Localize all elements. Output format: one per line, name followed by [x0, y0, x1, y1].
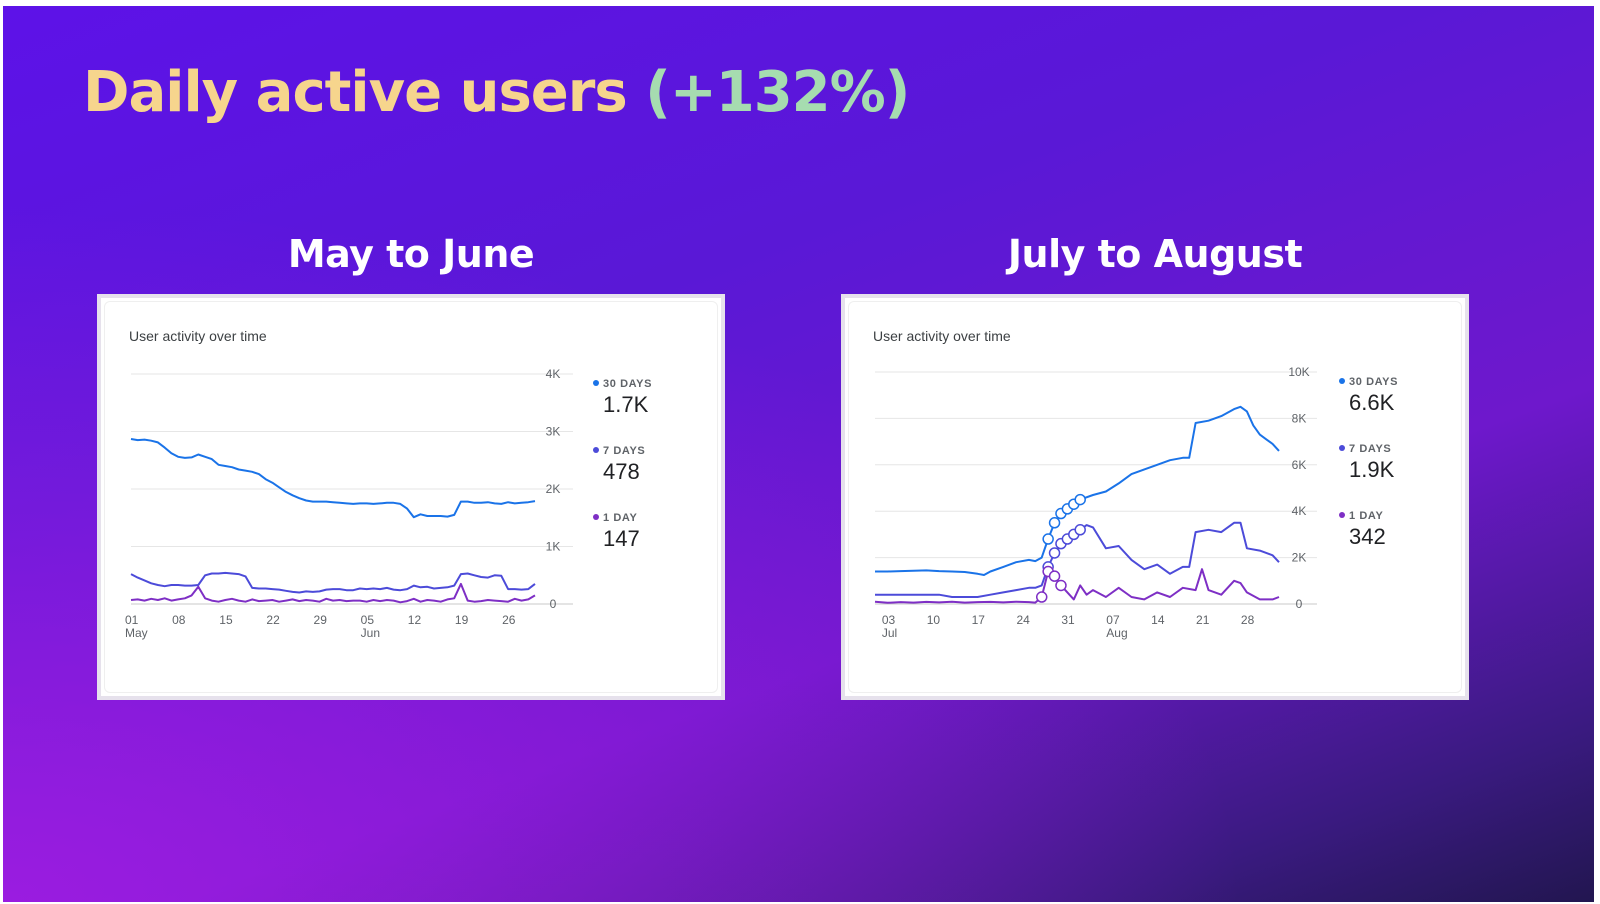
x-tick-label: 12: [408, 613, 422, 627]
chart-card-july-august: User activity over time 0 2K 4K 6K 8K 10K 03 Ju…: [841, 294, 1469, 700]
annotation-marker: [1048, 547, 1061, 559]
legend-dot-icon: [1339, 378, 1345, 384]
legend-label: 1 DAY: [603, 512, 638, 524]
panel-title-july-august: July to August: [1007, 232, 1303, 276]
legend-label: 30 DAYS: [1349, 376, 1399, 388]
y-tick-label: 0: [1296, 597, 1303, 611]
x-tick-label: 15: [219, 613, 233, 627]
x-tick-label: 28: [1241, 613, 1255, 627]
card-title: User activity over time: [873, 328, 1011, 344]
x-tick-label: 19: [455, 613, 469, 627]
x-tick-label: 26: [502, 613, 516, 627]
slide-background: Daily active users (+132%) May to June J…: [3, 6, 1594, 902]
legend-dot-icon: [1339, 445, 1345, 451]
x-tick-month: May: [125, 626, 148, 640]
x-tick-label: 05: [361, 613, 375, 627]
x-tick-label: 31: [1061, 613, 1075, 627]
annotation-marker: [1035, 591, 1048, 603]
legend-value: 147: [603, 526, 640, 551]
annotation-marker: [1055, 579, 1067, 592]
x-tick-label: 07: [1106, 613, 1120, 627]
panel-title-may-june: May to June: [287, 232, 535, 276]
x-tick-label: 21: [1196, 613, 1210, 627]
legend-label: 7 DAYS: [1349, 443, 1392, 455]
legend-value: 478: [603, 459, 640, 484]
legend-label: 7 DAYS: [603, 445, 646, 457]
x-tick-label: 24: [1016, 613, 1030, 627]
y-tick-label: 2K: [546, 482, 561, 496]
x-tick-label: 10: [927, 613, 941, 627]
x-tick-month: Jun: [361, 626, 380, 640]
x-tick-label: 14: [1151, 613, 1165, 627]
legend-1-day: 1 DAY 342: [1339, 510, 1386, 550]
series-line-30-days: [875, 405, 1280, 576]
y-tick-label: 10K: [1288, 365, 1309, 379]
annotation-marker: [1048, 517, 1061, 529]
legend-value: 1.7K: [603, 392, 649, 417]
legend-30-days: 30 DAYS 1.7K: [593, 378, 652, 418]
x-tick-label: 01: [125, 613, 139, 627]
y-tick-label: 1K: [546, 540, 561, 554]
legend-dot-icon: [1339, 512, 1345, 518]
legend-value: 1.9K: [1349, 457, 1395, 482]
card-frame: User activity over time 0 2K 4K 6K 8K 10K 03 Ju…: [848, 301, 1462, 693]
series-line-1-day: [130, 582, 536, 604]
y-tick-label: 4K: [1292, 504, 1307, 518]
annotation-marker: [1048, 570, 1061, 582]
legend-1-day: 1 DAY 147: [593, 512, 640, 552]
y-tick-label: 8K: [1292, 411, 1307, 425]
legend-dot-icon: [593, 447, 599, 453]
y-tick-label: 3K: [546, 425, 561, 439]
x-tick-label: 29: [314, 613, 328, 627]
legend-30-days: 30 DAYS 6.6K: [1339, 376, 1398, 416]
legend-label: 30 DAYS: [603, 378, 653, 390]
x-tick-month: Aug: [1106, 626, 1127, 640]
card-title: User activity over time: [129, 328, 267, 344]
series-line-1-day: [874, 568, 1280, 604]
legend-label: 1 DAY: [1349, 510, 1384, 522]
legend-value: 342: [1349, 524, 1386, 549]
card-frame: User activity over time 0 1K 2K 3K 4K 01 May 08…: [104, 301, 718, 693]
y-tick-label: 2K: [1292, 551, 1307, 565]
annotation-marker: [1074, 524, 1086, 536]
x-tick-label: 17: [972, 613, 986, 627]
legend-7-days: 7 DAYS 478: [593, 445, 645, 485]
legend-7-days: 7 DAYS 1.9K: [1339, 443, 1394, 483]
legend-dot-icon: [593, 380, 599, 386]
title-change: (+132%): [645, 60, 910, 125]
legend-dot-icon: [593, 514, 599, 520]
page-title: Daily active users (+132%): [83, 60, 910, 125]
x-tick-month: Jul: [882, 626, 897, 640]
y-tick-label: 6K: [1292, 458, 1307, 472]
title-main: Daily active users: [83, 60, 628, 125]
x-tick-label: 03: [882, 613, 896, 627]
annotation-marker: [1042, 533, 1054, 545]
chart-card-may-june: User activity over time 0 1K 2K 3K 4K 01 May 08…: [97, 294, 725, 700]
y-tick-label: 4K: [546, 367, 561, 381]
series-line-7-days: [130, 571, 536, 594]
y-tick-label: 0: [550, 597, 557, 611]
annotation-marker: [1074, 493, 1086, 506]
series-line-30-days: [130, 438, 536, 519]
x-tick-label: 22: [266, 613, 280, 627]
x-tick-label: 08: [172, 613, 186, 627]
legend-value: 6.6K: [1349, 390, 1395, 415]
